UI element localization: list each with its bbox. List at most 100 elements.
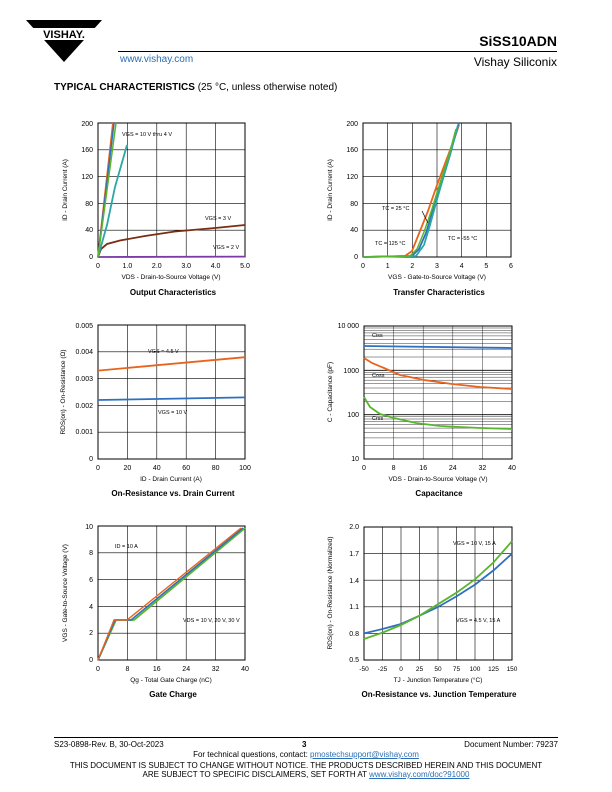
chart-title-on-resistance: On-Resistance vs. Drain Current (111, 489, 235, 498)
y-tick: 40 (350, 227, 358, 234)
series-vgs-10v-15a (363, 540, 513, 640)
x-tick: 24 (449, 465, 457, 472)
label-vgs-4-5v: VGS = 4.5 V (148, 349, 179, 355)
chart-on-resistance-vs-current: 0 0.001 0.002 0.003 0.004 0.005 0 20 40 … (60, 323, 251, 483)
x-tick: 125 (488, 666, 499, 673)
svg-text:VISHAY.: VISHAY. (43, 29, 85, 41)
x-tick: 5.0 (240, 263, 250, 270)
x-tick: 3 (435, 263, 439, 270)
series-tc-25c-green (362, 128, 457, 258)
y-tick: 200 (81, 121, 93, 128)
chart-frame (362, 122, 512, 258)
x-tick: 16 (153, 666, 161, 673)
y-tick: 0.003 (75, 376, 93, 383)
support-email-link[interactable]: pmostechsupport@vishay.com (310, 750, 419, 759)
y-tick: 0 (89, 657, 93, 664)
y-tick: 1.7 (349, 551, 359, 558)
y-tick: 160 (81, 147, 93, 154)
section-heading: TYPICAL CHARACTERISTICS (25 °C, unless o… (54, 82, 337, 93)
label-vgs-10v-15a: VGS = 10 V, 15 A (453, 541, 496, 547)
section-title: TYPICAL CHARACTERISTICS (54, 82, 195, 93)
x-tick: 25 (416, 666, 424, 673)
header-rule (118, 51, 557, 52)
x-tick: 100 (470, 666, 481, 673)
chart-frame (97, 324, 246, 460)
label-vgs-3v: VGS = 3 V (205, 216, 231, 222)
y-tick: 200 (346, 121, 358, 128)
y-tick: 0 (89, 456, 93, 463)
footer-rule (54, 737, 558, 738)
chart-frame (363, 526, 513, 661)
x-tick: 16 (419, 465, 427, 472)
x-tick: 0 (361, 263, 365, 270)
x-tick: 32 (212, 666, 220, 673)
chart-title-transfer: Transfer Characteristics (393, 288, 485, 297)
part-number: SiSS10ADN (479, 33, 557, 49)
y-tick: 10 000 (338, 323, 360, 330)
x-tick: 2 (410, 263, 414, 270)
y-tick: 120 (81, 174, 93, 181)
y-tick: 100 (347, 412, 359, 419)
footer-contact: For technical questions, contact: pmoste… (0, 750, 612, 759)
x-tick: 4 (460, 263, 464, 270)
label-vds: VDS = 10 V, 20 V, 30 V (183, 618, 240, 624)
x-axis-label: TJ - Junction Temperature (°C) (394, 676, 483, 684)
label-tc-neg55c: TC = -55 °C (448, 236, 477, 242)
x-tick: 0 (96, 263, 100, 270)
footer-disclaimer-1: THIS DOCUMENT IS SUBJECT TO CHANGE WITHO… (69, 761, 543, 770)
y-tick: 1.4 (349, 578, 359, 585)
series-coss (363, 357, 513, 390)
label-ciss: Ciss (372, 333, 383, 339)
chart-title-on-resistance-temp: On-Resistance vs. Junction Temperature (361, 690, 517, 699)
y-axis-label: RDS(on) - On-Resistance (Ω) (60, 349, 67, 434)
label-vgs-4-5v-15a: VGS = 4.5 V, 15 A (456, 618, 501, 624)
section-subtitle: (25 °C, unless otherwise noted) (197, 82, 338, 93)
y-tick: 2 (89, 630, 93, 637)
annotation-arrow (421, 210, 429, 224)
x-tick: 6 (509, 263, 513, 270)
label-tc-125c: TC = 125 °C (375, 241, 406, 247)
x-tick: 50 (434, 666, 442, 673)
x-tick: 40 (508, 465, 516, 472)
footer-document-number: Document Number: 79237 (464, 740, 558, 749)
y-tick: 80 (85, 201, 93, 208)
company-name: Vishay Siliconix (473, 55, 557, 69)
chart-capacitance: 10 100 1000 10 000 0 8 16 24 32 40 VDS -… (327, 323, 516, 483)
footer-revision: S23-0898-Rev. B, 30-Oct-2023 (54, 740, 164, 749)
label-vgs-10v: VGS = 10 V (158, 410, 188, 416)
chart-gate-charge: 0 2 4 6 8 10 0 8 16 24 32 40 Qg - Total … (62, 524, 249, 684)
y-axis-label: VGS - Gate-to-Source Voltage (V) (62, 544, 69, 642)
y-tick: 10 (85, 524, 93, 531)
disclaimer-link[interactable]: www.vishay.com/doc?91000 (369, 770, 470, 779)
x-tick: 150 (507, 666, 518, 673)
y-axis-label: ID - Drain Current (A) (327, 159, 334, 221)
series-crss (363, 396, 513, 430)
series-vgs-10v (97, 396, 246, 401)
x-tick: -50 (359, 666, 369, 673)
x-tick: 2.0 (152, 263, 162, 270)
x-tick: 5 (484, 263, 488, 270)
x-tick: 3.0 (181, 263, 191, 270)
y-tick: 0.5 (349, 657, 359, 664)
series-vgs-4v (97, 144, 128, 258)
y-axis-label: RDS(on) - On-Resistance (Normalized) (327, 536, 334, 649)
y-tick: 10 (351, 456, 359, 463)
x-tick: 0 (96, 666, 100, 673)
footer-page-number: 3 (302, 740, 307, 749)
series-vgs-4-5v-15a (363, 552, 513, 635)
x-tick: 75 (453, 666, 461, 673)
x-tick: 40 (153, 465, 161, 472)
vishay-url-link[interactable]: www.vishay.com (120, 54, 194, 65)
x-tick: 0 (399, 666, 403, 673)
footer-disclaimer-2: ARE SUBJECT TO SPECIFIC DISCLAIMERS, SET… (0, 770, 612, 779)
x-tick: 4.0 (211, 263, 221, 270)
footer-disclaimer-prefix: ARE SUBJECT TO SPECIFIC DISCLAIMERS, SET… (142, 770, 370, 779)
x-axis-label: VDS - Drain-to-Source Voltage (V) (122, 274, 221, 281)
series-ciss (363, 345, 513, 349)
y-tick: 0.005 (75, 323, 93, 330)
y-tick: 4 (89, 604, 93, 611)
y-tick: 160 (346, 147, 358, 154)
y-tick: 8 (89, 550, 93, 557)
x-tick: 8 (392, 465, 396, 472)
y-tick: 0 (354, 254, 358, 261)
